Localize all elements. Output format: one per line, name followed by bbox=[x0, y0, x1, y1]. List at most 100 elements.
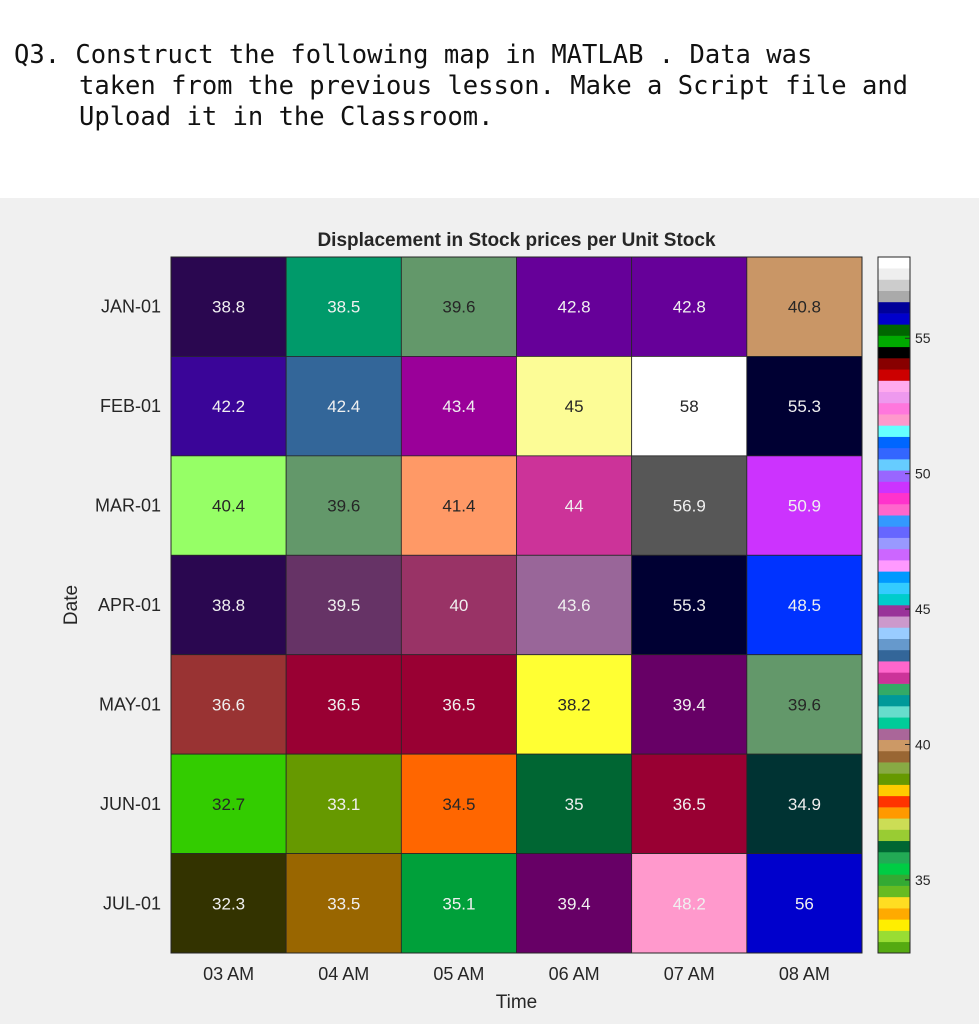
cell-value-label: 39.6 bbox=[442, 298, 475, 317]
colorbar-segment bbox=[878, 335, 910, 348]
x-tick-label: 03 AM bbox=[203, 964, 254, 984]
colorbar-segment bbox=[878, 402, 910, 415]
colorbar-segment bbox=[878, 874, 910, 886]
colorbar-segment bbox=[878, 324, 910, 336]
colorbar-segment bbox=[878, 515, 910, 527]
colorbar-segment bbox=[878, 840, 910, 853]
cell-value-label: 36.5 bbox=[327, 695, 360, 714]
colorbar-segment bbox=[878, 346, 910, 359]
colorbar-segment bbox=[878, 358, 910, 370]
colorbar-segment bbox=[878, 391, 910, 404]
y-tick-label: MAY-01 bbox=[99, 694, 161, 714]
heatmap-cell bbox=[746, 455, 863, 556]
x-tick-label: 06 AM bbox=[549, 964, 600, 984]
colorbar-segment bbox=[878, 885, 910, 898]
colorbar-segment bbox=[878, 908, 910, 920]
colorbar-segment bbox=[878, 930, 910, 943]
colorbar-segment bbox=[878, 526, 910, 538]
cell-value-label: 32.3 bbox=[212, 894, 245, 913]
x-tick-label: 07 AM bbox=[664, 964, 715, 984]
cell-value-label: 39.6 bbox=[788, 695, 821, 714]
cell-value-label: 36.5 bbox=[442, 695, 475, 714]
cell-value-label: 40.4 bbox=[212, 497, 245, 516]
colorbar-segment bbox=[878, 560, 910, 572]
heatmap-cell bbox=[285, 853, 402, 954]
colorbar-segment bbox=[878, 627, 910, 639]
x-axis-label: Time bbox=[496, 992, 538, 1013]
colorbar-segment bbox=[878, 436, 910, 449]
plot-frame bbox=[170, 256, 863, 954]
cell-value-label: 34.9 bbox=[788, 795, 821, 814]
cell-value-label: 42.8 bbox=[673, 298, 706, 317]
question-line-1: Q3. Construct the following map in MATLA… bbox=[14, 40, 813, 70]
x-tick-label: 04 AM bbox=[318, 964, 369, 984]
colorbar-segment bbox=[878, 795, 910, 808]
colorbar-segment bbox=[878, 863, 910, 875]
colorbar-segment bbox=[878, 941, 910, 954]
cell-value-label: 36.5 bbox=[673, 795, 706, 814]
heatmap-cell bbox=[746, 356, 863, 457]
cell-value-label: 58 bbox=[680, 397, 699, 416]
y-tick-label: JAN-01 bbox=[101, 297, 161, 317]
cell-value-label: 43.6 bbox=[558, 596, 591, 615]
y-tick-label: JUN-01 bbox=[100, 794, 161, 814]
x-tick-label: 05 AM bbox=[433, 964, 484, 984]
colorbar-segment bbox=[878, 829, 910, 842]
colorbar-segment bbox=[878, 807, 910, 819]
cell-value-label: 35.1 bbox=[442, 894, 475, 913]
cell-value-label: 38.8 bbox=[212, 298, 245, 317]
y-tick-label: MAR-01 bbox=[95, 496, 161, 516]
colorbar-tick-label: 55 bbox=[915, 330, 931, 346]
heatmap-cell bbox=[400, 753, 517, 854]
heatmap-cell bbox=[516, 753, 633, 854]
y-tick-label: APR-01 bbox=[98, 595, 161, 615]
heatmap-cell bbox=[631, 554, 748, 656]
colorbar-segment bbox=[878, 414, 910, 426]
colorbar-segment bbox=[878, 492, 910, 505]
y-tick-label: FEB-01 bbox=[100, 396, 161, 416]
cell-value-label: 56 bbox=[795, 894, 814, 913]
colorbar-segment bbox=[878, 919, 910, 931]
cell-value-label: 45 bbox=[565, 397, 584, 416]
cell-value-label: 38.2 bbox=[558, 695, 591, 714]
heatmap-cell bbox=[400, 356, 517, 457]
colorbar-segment bbox=[878, 728, 910, 741]
colorbar-segment bbox=[878, 470, 910, 482]
colorbar-tick-label: 45 bbox=[915, 601, 931, 617]
cell-value-label: 55.3 bbox=[788, 397, 821, 416]
cell-value-label: 39.6 bbox=[327, 497, 360, 516]
heatmap-cell bbox=[400, 853, 517, 954]
cell-value-label: 39.4 bbox=[673, 695, 706, 714]
cell-value-label: 48.5 bbox=[788, 596, 821, 615]
heatmap-cell bbox=[631, 455, 748, 556]
colorbar-segment bbox=[878, 257, 910, 269]
cell-value-label: 56.9 bbox=[673, 497, 706, 516]
heatmap-cell bbox=[746, 753, 863, 854]
question-text: Q3. Construct the following map in MATLA… bbox=[14, 40, 908, 133]
heatmap-cell bbox=[516, 356, 633, 457]
cell-value-label: 32.7 bbox=[212, 795, 245, 814]
question-line-3: Upload it in the Classroom. bbox=[79, 102, 494, 132]
cell-value-label: 36.6 bbox=[212, 695, 245, 714]
colorbar-segment bbox=[878, 481, 910, 494]
colorbar-frame bbox=[877, 256, 911, 954]
colorbar-segment bbox=[878, 851, 910, 864]
colorbar-segment bbox=[878, 638, 910, 651]
heatmap-cell bbox=[746, 554, 863, 656]
colorbar-segment bbox=[878, 661, 910, 673]
y-tick-label: JUL-01 bbox=[103, 893, 161, 913]
heatmap-cell bbox=[516, 256, 633, 357]
cell-value-label: 42.2 bbox=[212, 397, 245, 416]
colorbar-segment bbox=[878, 425, 910, 437]
cell-value-label: 42.4 bbox=[327, 397, 360, 416]
heatmap-cell bbox=[631, 753, 748, 854]
cell-value-label: 33.1 bbox=[327, 795, 360, 814]
colorbar-segment bbox=[878, 605, 910, 617]
heatmap-cell bbox=[285, 455, 402, 556]
chart-title: Displacement in Stock prices per Unit St… bbox=[317, 230, 715, 251]
colorbar-segment bbox=[878, 683, 910, 696]
colorbar-segment bbox=[878, 459, 910, 471]
cell-value-label: 50.9 bbox=[788, 497, 821, 516]
cell-value-label: 44 bbox=[565, 497, 584, 516]
